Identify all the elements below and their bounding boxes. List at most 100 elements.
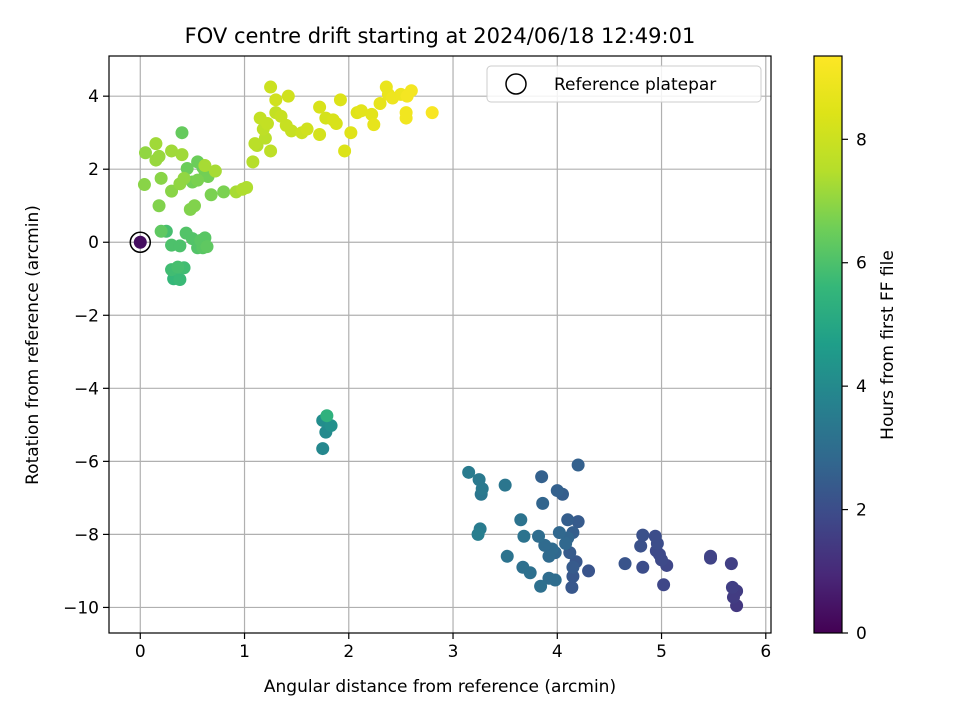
data-point xyxy=(264,80,278,94)
data-point xyxy=(246,155,260,169)
data-point xyxy=(373,96,387,110)
y-tick-label: −4 xyxy=(74,379,99,399)
plot-frame xyxy=(108,55,772,634)
data-point xyxy=(152,199,166,213)
y-tick-label: 4 xyxy=(88,87,99,107)
data-point xyxy=(175,148,189,162)
colorbar-tick-label: 6 xyxy=(856,254,867,274)
data-point xyxy=(313,100,327,114)
data-point xyxy=(333,93,347,107)
legend-reference-marker xyxy=(505,73,527,95)
data-point xyxy=(582,564,596,578)
data-point xyxy=(177,171,191,185)
x-tick-label: 3 xyxy=(448,642,459,662)
data-point xyxy=(542,549,556,563)
colorbar-tick-label: 4 xyxy=(856,377,867,397)
data-point xyxy=(320,409,334,423)
data-point xyxy=(324,419,338,433)
x-axis-ticks: 0 1 2 3 4 5 6 xyxy=(135,633,771,662)
x-tick-label: 0 xyxy=(135,642,146,662)
data-point xyxy=(173,239,187,253)
colorbar-tick-label: 0 xyxy=(856,624,867,644)
data-point xyxy=(517,529,531,543)
data-point xyxy=(171,260,185,274)
data-point xyxy=(248,137,262,151)
colorbar-tick-label: 8 xyxy=(856,130,867,150)
data-point xyxy=(636,560,650,574)
x-tick-label: 1 xyxy=(239,642,250,662)
data-point xyxy=(217,185,231,199)
colorbar-tick-label: 2 xyxy=(856,501,867,521)
reference-point xyxy=(133,235,147,249)
data-point xyxy=(425,106,439,120)
data-point xyxy=(559,537,573,551)
chart-title: FOV centre drift starting at 2024/06/18 … xyxy=(185,24,696,48)
colorbar-ticks: 0 2 4 6 8 xyxy=(842,130,867,644)
data-point xyxy=(571,458,585,472)
y-tick-label: −10 xyxy=(63,598,99,618)
data-point xyxy=(542,571,556,585)
data-point xyxy=(165,144,179,158)
data-point xyxy=(264,144,278,158)
data-point xyxy=(154,171,168,185)
data-point xyxy=(561,513,575,527)
data-point xyxy=(173,272,187,286)
data-point xyxy=(204,188,218,202)
data-point xyxy=(367,118,381,132)
y-axis-ticks: −10 −8 −6 −4 −2 0 2 4 xyxy=(63,87,109,618)
data-point xyxy=(399,106,413,120)
reference-marker xyxy=(129,231,152,253)
data-point xyxy=(498,478,512,492)
data-point xyxy=(472,473,486,487)
data-point xyxy=(534,579,548,593)
data-point xyxy=(149,137,163,151)
y-tick-label: −6 xyxy=(74,452,99,472)
data-point xyxy=(514,513,528,527)
x-axis-label: Angular distance from reference (arcmin) xyxy=(264,677,616,697)
data-point xyxy=(240,180,254,194)
data-point xyxy=(354,104,368,118)
data-point xyxy=(550,484,564,498)
colorbar: 0 2 4 6 8 Hours from first FF file xyxy=(813,55,898,644)
data-point xyxy=(566,560,580,574)
data-point xyxy=(704,549,718,563)
legend-box xyxy=(486,65,762,103)
data-point xyxy=(138,146,152,160)
data-point xyxy=(634,539,648,553)
data-point xyxy=(462,465,476,479)
data-point xyxy=(565,580,579,594)
data-point xyxy=(648,529,662,543)
colorbar-label: Hours from first FF file xyxy=(878,250,898,440)
data-point xyxy=(657,578,671,592)
data-point xyxy=(516,560,530,574)
data-point xyxy=(618,557,632,571)
data-point xyxy=(471,527,485,541)
data-point xyxy=(208,164,222,178)
data-point xyxy=(313,128,327,142)
data-point xyxy=(532,529,546,543)
x-tick-label: 4 xyxy=(552,642,563,662)
data-point xyxy=(269,93,283,107)
data-point xyxy=(326,113,340,127)
data-point xyxy=(175,126,189,140)
data-point xyxy=(180,161,194,175)
y-axis-label: Rotation from reference (arcmin) xyxy=(23,205,43,485)
y-tick-label: 2 xyxy=(88,160,99,180)
reference-ring xyxy=(129,231,152,253)
data-point xyxy=(165,184,179,198)
data-point xyxy=(725,580,739,594)
data-point xyxy=(154,224,168,238)
data-point xyxy=(344,126,358,140)
data-point xyxy=(552,526,566,540)
data-point xyxy=(571,515,585,529)
x-tick-label: 2 xyxy=(343,642,354,662)
data-point xyxy=(500,549,514,563)
data-point xyxy=(200,240,214,254)
y-tick-label: 0 xyxy=(88,233,99,253)
data-point xyxy=(300,122,314,136)
data-point xyxy=(198,159,212,173)
data-point xyxy=(636,528,650,542)
data-point xyxy=(338,144,352,158)
grid-lines xyxy=(109,56,771,633)
